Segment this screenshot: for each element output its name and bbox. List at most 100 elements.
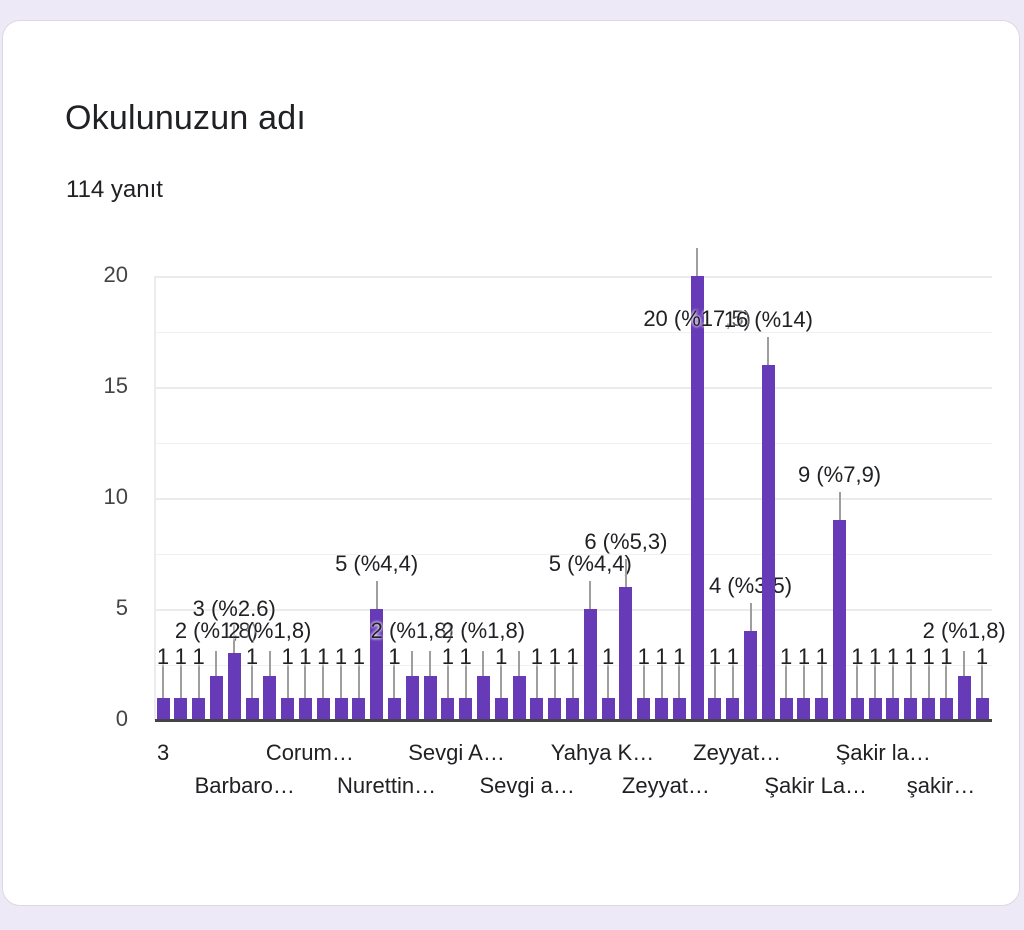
bar <box>690 276 704 720</box>
gridline <box>155 498 992 500</box>
bar <box>939 697 953 720</box>
bar <box>441 697 455 720</box>
bar <box>886 697 900 720</box>
bar <box>672 697 686 720</box>
bar <box>868 697 882 720</box>
data-label-leader <box>678 651 681 698</box>
y-axis-line <box>154 276 156 720</box>
gridline <box>155 664 992 666</box>
x-tick-label: Şakir la… <box>835 740 931 765</box>
data-label: 1 <box>317 644 330 669</box>
data-label: 1 <box>726 644 739 669</box>
x-axis-baseline <box>155 719 992 722</box>
data-label: 1 <box>851 644 864 669</box>
data-label: 1 <box>174 644 187 669</box>
bar <box>263 675 277 720</box>
data-label-leader <box>874 651 877 698</box>
data-label: 5 (%4,4) <box>335 551 419 576</box>
data-label-leader <box>820 651 823 698</box>
data-label: 1 <box>459 644 472 669</box>
bar <box>619 586 633 720</box>
data-label: 5 (%4,4) <box>548 551 632 576</box>
data-label-leader <box>713 651 716 698</box>
data-label: 1 <box>797 644 811 669</box>
y-tick-label: 5 <box>115 595 128 620</box>
bar <box>316 697 330 720</box>
data-label-leader <box>340 651 343 698</box>
data-label-leader <box>660 651 663 698</box>
data-label: 1 <box>637 644 650 669</box>
data-label: 1 <box>673 644 686 669</box>
data-label: 1 <box>708 644 722 669</box>
bar <box>298 697 312 720</box>
gridline <box>155 553 992 555</box>
data-label: 1 <box>815 644 828 669</box>
bar <box>637 697 651 720</box>
x-tick-label: Zeyyat… <box>621 773 710 798</box>
data-label: 1 <box>975 644 989 669</box>
data-label: 16 (%14) <box>723 306 813 332</box>
data-label: 4 (%3,5) <box>708 573 793 599</box>
data-label-leader <box>891 651 894 698</box>
response-count: 114 yanıt <box>66 176 163 203</box>
bar <box>761 364 775 720</box>
data-label-leader <box>162 651 164 698</box>
bar <box>797 697 811 720</box>
data-label-leader <box>571 651 574 698</box>
data-label-leader <box>411 651 414 676</box>
data-label: 1 <box>886 644 900 669</box>
bar <box>833 520 847 720</box>
data-label: 20 (%17,5) <box>643 306 751 331</box>
data-label-leader <box>802 651 805 698</box>
bar <box>156 697 170 720</box>
bar <box>476 675 490 720</box>
data-label-leader <box>535 651 538 698</box>
data-label-leader <box>927 651 930 698</box>
x-tick-label: Sevgi A… <box>408 740 505 765</box>
gridline <box>155 609 992 611</box>
gridline <box>155 387 992 389</box>
bar <box>423 675 437 720</box>
x-tick-label: Barbaro… <box>194 773 295 798</box>
data-label: 1 <box>601 644 615 669</box>
bar <box>209 675 223 720</box>
data-label-leader <box>909 651 912 698</box>
chart-card: Okulunuzun adı 114 yanıt <box>2 20 1020 906</box>
data-label: 1 <box>334 644 348 669</box>
data-label-leader <box>500 651 503 698</box>
data-label: 1 <box>245 644 259 669</box>
data-label-leader <box>553 651 556 698</box>
data-label: 1 <box>922 644 935 669</box>
bar <box>744 631 758 720</box>
data-label-leader <box>642 651 645 698</box>
data-label-leader <box>446 651 449 698</box>
gridline <box>155 442 992 444</box>
x-tick-label: Nurettin… <box>337 773 437 798</box>
data-label: 9 (%7,9) <box>797 462 882 488</box>
data-label: 2 (%1,8) <box>441 618 526 643</box>
data-label: 1 <box>530 644 544 669</box>
x-tick-label: 3 <box>157 740 170 765</box>
data-label-leader <box>375 581 378 609</box>
data-label: 2 (%1,8) <box>228 618 312 643</box>
bar <box>655 697 669 720</box>
y-tick-label: 10 <box>103 484 128 509</box>
data-label-leader <box>785 651 788 698</box>
data-label: 1 <box>566 644 579 669</box>
bar <box>530 697 544 720</box>
data-label: 1 <box>655 644 668 669</box>
bar <box>583 609 597 720</box>
bar <box>957 675 971 720</box>
x-tick-label: Corum… <box>265 740 354 765</box>
data-label: 1 <box>352 644 365 669</box>
bar <box>192 697 206 720</box>
data-label-leader <box>767 336 770 365</box>
data-label-leader <box>607 651 610 698</box>
data-label-leader <box>197 651 200 698</box>
bar <box>726 697 740 720</box>
x-tick-label: Zeyyat… <box>693 740 782 765</box>
data-label: 2 (%1,8) <box>922 618 1006 643</box>
question-title: Okulunuzun adı <box>65 99 306 137</box>
data-label: 1 <box>156 644 170 669</box>
